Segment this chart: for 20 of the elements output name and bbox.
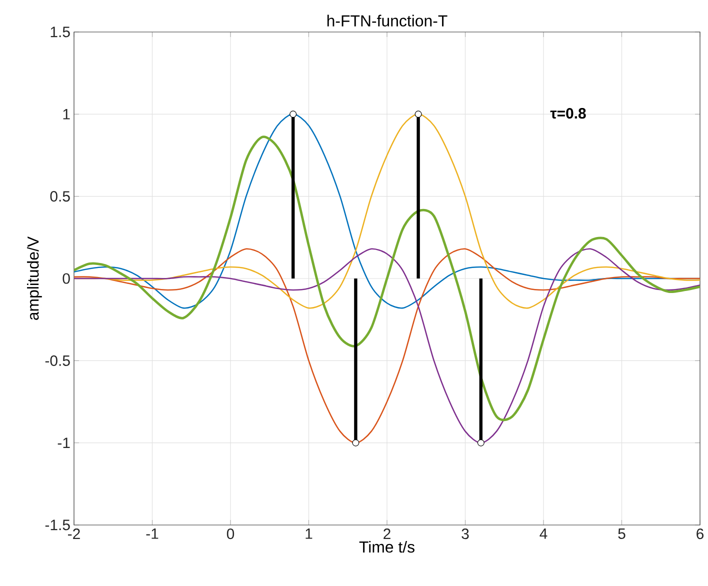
annotation: τ=0.8 [550,108,586,119]
y-tick-label: -1 [58,438,70,448]
x-tick-label: 5 [618,528,626,539]
y-tick-label: 1.5 [50,26,70,38]
x-tick-label: 3 [462,528,469,540]
y-tick-label: -1.5 [45,520,70,530]
x-tick-label: 6 [696,528,704,540]
x-axis-title: Time t/s [359,540,414,553]
y-tick-label: 0.5 [50,191,70,202]
x-tick-label: 4 [540,528,548,539]
x-tick-label: -1 [146,528,158,539]
x-tick-label: 1 [306,528,312,539]
y-tick-label: 1 [63,109,70,120]
x-tick-label: -2 [68,528,80,539]
chart-title: h-FTN-function-T [327,14,448,26]
y-tick-label: -0.5 [45,355,70,366]
y-tick-label: 0 [62,273,70,284]
x-tick-label: 0 [226,528,234,540]
x-tick-label: 2 [384,528,390,539]
y-axis-title: amplitude/V [27,236,42,320]
